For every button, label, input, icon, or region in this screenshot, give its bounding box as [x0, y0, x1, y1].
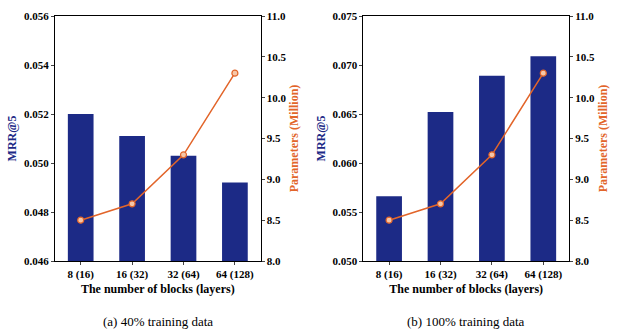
svg-text:0.050: 0.050	[24, 157, 49, 169]
svg-text:10.0: 10.0	[267, 92, 287, 104]
svg-text:0.075: 0.075	[332, 10, 357, 22]
svg-text:8.0: 8.0	[267, 255, 281, 267]
svg-text:8 (16): 8 (16)	[67, 268, 94, 281]
svg-text:9.5: 9.5	[267, 132, 281, 144]
svg-text:11.0: 11.0	[575, 10, 594, 22]
svg-text:0.046: 0.046	[24, 255, 49, 267]
svg-text:16 (32): 16 (32)	[116, 268, 148, 281]
svg-text:0.050: 0.050	[332, 255, 357, 267]
svg-text:32 (64): 32 (64)	[167, 268, 199, 281]
svg-text:The number of blocks (layers): The number of blocks (layers)	[81, 282, 235, 296]
svg-text:10.0: 10.0	[575, 92, 595, 104]
svg-text:(b) 100% training data: (b) 100% training data	[407, 314, 525, 329]
svg-text:Parameters (Million): Parameters (Million)	[287, 85, 301, 193]
svg-text:MRR@5: MRR@5	[5, 116, 19, 162]
svg-text:(a) 40% training data: (a) 40% training data	[103, 314, 213, 329]
svg-text:0.052: 0.052	[24, 108, 49, 120]
svg-text:11.0: 11.0	[267, 10, 286, 22]
svg-text:0.048: 0.048	[24, 206, 49, 218]
svg-text:The number of blocks (layers): The number of blocks (layers)	[389, 282, 543, 296]
svg-text:0.056: 0.056	[24, 10, 49, 22]
svg-text:9.0: 9.0	[575, 173, 589, 185]
svg-text:0.060: 0.060	[332, 157, 357, 169]
svg-text:9.0: 9.0	[267, 173, 281, 185]
svg-text:64 (128): 64 (128)	[216, 268, 254, 281]
svg-text:32 (64): 32 (64)	[476, 268, 508, 281]
svg-text:8.5: 8.5	[267, 214, 281, 226]
svg-text:10.5: 10.5	[267, 51, 287, 63]
svg-text:8 (16): 8 (16)	[376, 268, 403, 281]
svg-text:0.054: 0.054	[24, 59, 49, 71]
svg-text:8.0: 8.0	[575, 255, 589, 267]
svg-text:9.5: 9.5	[575, 132, 589, 144]
svg-text:8.5: 8.5	[575, 214, 589, 226]
svg-text:16 (32): 16 (32)	[424, 268, 456, 281]
svg-text:0.055: 0.055	[332, 206, 357, 218]
svg-text:Parameters (Million): Parameters (Million)	[596, 85, 610, 193]
svg-text:64 (128): 64 (128)	[525, 268, 563, 281]
svg-text:0.065: 0.065	[332, 108, 357, 120]
svg-text:10.5: 10.5	[575, 51, 595, 63]
svg-text:MRR@5: MRR@5	[314, 116, 328, 162]
svg-text:0.070: 0.070	[332, 59, 357, 71]
